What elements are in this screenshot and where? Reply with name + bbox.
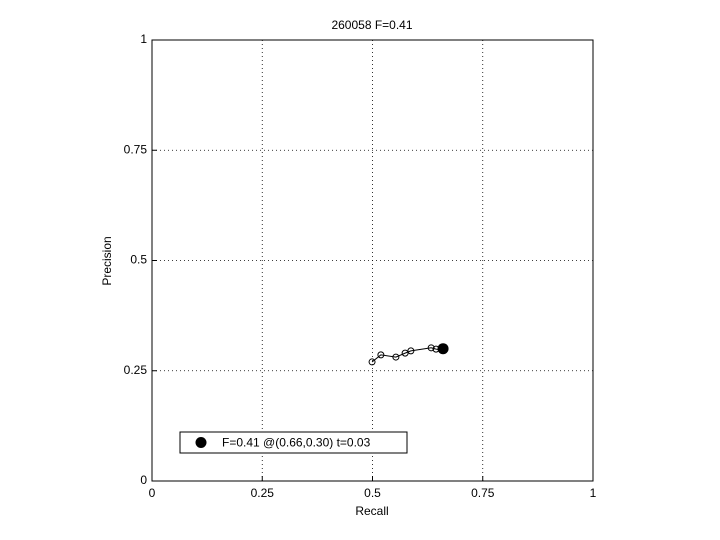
best-point	[437, 343, 449, 355]
point	[407, 347, 415, 355]
point	[377, 351, 385, 359]
x-tick-label: 0.75	[471, 486, 495, 500]
y-tick-label: 0	[140, 473, 147, 487]
legend-marker	[195, 437, 207, 448]
plot-frame	[151, 39, 594, 482]
x-tick-label: 0.5	[364, 486, 381, 500]
x-tick-label: 1	[590, 486, 597, 500]
x-tick-label: 0.25	[251, 486, 275, 500]
legend-box	[179, 431, 408, 454]
x-tick-label: 0	[149, 486, 156, 500]
chart-title: 260058 F=0.41	[331, 18, 412, 32]
point	[392, 353, 400, 361]
x-axis-label: Recall	[355, 504, 388, 518]
y-axis-label: Precision	[100, 236, 114, 285]
point	[401, 349, 409, 357]
y-tick-label: 0.25	[124, 363, 148, 377]
legend-label: F=0.41 @(0.66,0.30) t=0.03	[222, 436, 371, 450]
y-tick-label: 1	[140, 32, 147, 46]
point	[368, 358, 376, 366]
y-tick-label: 0.75	[124, 142, 148, 156]
y-tick-label: 0.5	[130, 253, 147, 267]
point	[427, 344, 435, 352]
